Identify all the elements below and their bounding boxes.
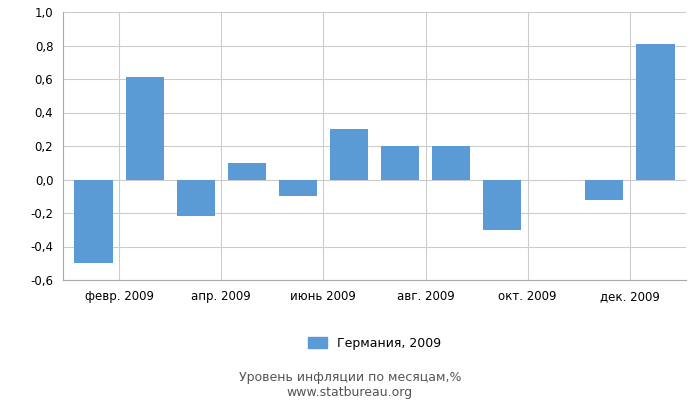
Bar [483,180,522,230]
Bar [125,77,164,180]
Text: www.statbureau.org: www.statbureau.org [287,386,413,399]
Legend: Германия, 2009: Германия, 2009 [303,332,446,355]
Bar [330,129,368,180]
Bar [176,180,215,216]
Bar [74,180,113,263]
Text: Уровень инфляции по месяцам,%: Уровень инфляции по месяцам,% [239,372,461,384]
Bar [585,180,624,200]
Bar [432,146,470,180]
Bar [279,180,317,196]
Bar [381,146,419,180]
Bar [228,163,266,180]
Bar [636,44,675,180]
